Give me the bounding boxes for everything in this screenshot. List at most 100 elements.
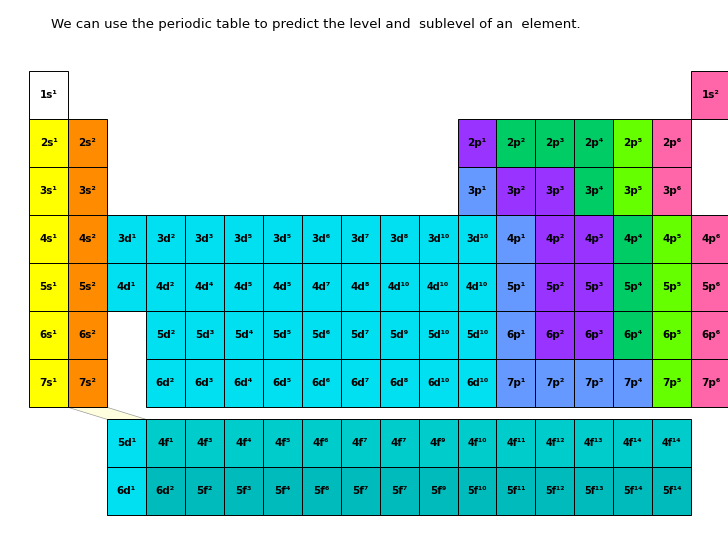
Text: 4f⁹: 4f⁹	[430, 438, 446, 448]
Text: 4f⁷: 4f⁷	[352, 438, 368, 448]
Text: 4p¹: 4p¹	[506, 234, 526, 244]
Text: 5p⁴: 5p⁴	[623, 282, 642, 292]
Bar	[301, 419, 341, 467]
Bar	[224, 359, 263, 407]
Text: 4s¹: 4s¹	[39, 234, 58, 244]
Bar	[185, 311, 224, 359]
Text: 3s¹: 3s¹	[39, 186, 58, 196]
Bar	[301, 215, 341, 263]
Text: 5f⁷: 5f⁷	[352, 486, 368, 496]
Text: 6d⁷: 6d⁷	[351, 378, 370, 388]
Text: 4f¹³: 4f¹³	[584, 438, 604, 448]
Bar	[224, 419, 263, 467]
Bar	[574, 419, 614, 467]
Bar	[68, 359, 107, 407]
Text: 3d⁸: 3d⁸	[389, 234, 409, 244]
Bar	[185, 359, 224, 407]
Bar	[419, 311, 458, 359]
Text: 2p²: 2p²	[507, 138, 526, 148]
Bar	[458, 167, 496, 215]
Bar	[224, 263, 263, 311]
Bar	[380, 311, 419, 359]
Text: 3p⁴: 3p⁴	[585, 186, 604, 196]
Text: 1s¹: 1s¹	[39, 90, 58, 100]
Text: 3d¹⁰: 3d¹⁰	[427, 234, 449, 244]
Text: 5d⁶: 5d⁶	[312, 330, 331, 340]
Bar	[419, 419, 458, 467]
Bar	[614, 215, 652, 263]
Bar	[692, 311, 728, 359]
Text: 7p²: 7p²	[545, 378, 565, 388]
Bar	[458, 359, 496, 407]
Bar	[419, 467, 458, 515]
Bar	[185, 467, 224, 515]
Text: 6p¹: 6p¹	[507, 330, 526, 340]
Text: 5f⁷: 5f⁷	[391, 486, 407, 496]
Bar	[652, 419, 692, 467]
Bar	[380, 419, 419, 467]
Text: 5d³: 5d³	[194, 330, 214, 340]
Text: 6s²: 6s²	[79, 330, 97, 340]
Bar	[29, 71, 68, 119]
Bar	[536, 263, 574, 311]
Bar	[185, 263, 224, 311]
Text: 3d¹⁰: 3d¹⁰	[466, 234, 488, 244]
Bar	[146, 263, 185, 311]
Text: 4d²: 4d²	[156, 282, 175, 292]
Bar	[496, 419, 536, 467]
Bar	[263, 263, 301, 311]
Text: 2p⁵: 2p⁵	[623, 138, 642, 148]
Bar	[301, 311, 341, 359]
Bar	[263, 467, 301, 515]
Bar	[614, 359, 652, 407]
Text: 4f⁵: 4f⁵	[274, 438, 290, 448]
Bar	[692, 215, 728, 263]
Text: 6d¹⁰: 6d¹⁰	[466, 378, 488, 388]
Text: 4d⁵: 4d⁵	[234, 282, 253, 292]
Bar	[496, 167, 536, 215]
Text: 7p⁶: 7p⁶	[701, 378, 721, 388]
Bar	[263, 419, 301, 467]
Bar	[263, 311, 301, 359]
Text: 5s²: 5s²	[79, 282, 97, 292]
Text: 7s¹: 7s¹	[39, 378, 58, 388]
Text: 4p³: 4p³	[584, 234, 604, 244]
Text: 6d¹: 6d¹	[117, 486, 136, 496]
Text: 5p⁵: 5p⁵	[662, 282, 681, 292]
Bar	[419, 263, 458, 311]
Text: 5d¹⁰: 5d¹⁰	[466, 330, 488, 340]
Bar	[380, 359, 419, 407]
Bar	[68, 263, 107, 311]
Bar	[341, 215, 380, 263]
Text: 2s²: 2s²	[79, 138, 97, 148]
Text: 5f¹⁴: 5f¹⁴	[623, 486, 643, 496]
Text: 5p⁶: 5p⁶	[701, 282, 720, 292]
Bar	[692, 263, 728, 311]
Bar	[380, 263, 419, 311]
Bar	[185, 419, 224, 467]
Text: 6p⁴: 6p⁴	[623, 330, 642, 340]
Text: 5f¹⁴: 5f¹⁴	[662, 486, 681, 496]
Bar	[380, 215, 419, 263]
Bar	[536, 167, 574, 215]
Bar	[107, 215, 146, 263]
Bar	[341, 359, 380, 407]
Bar	[301, 263, 341, 311]
Bar	[614, 311, 652, 359]
Bar	[29, 311, 68, 359]
Bar	[185, 215, 224, 263]
Text: 1s²: 1s²	[702, 90, 720, 100]
Text: 4f⁷: 4f⁷	[391, 438, 408, 448]
Bar	[146, 311, 185, 359]
Bar	[29, 215, 68, 263]
Bar	[652, 167, 692, 215]
Text: 3d¹: 3d¹	[117, 234, 136, 244]
Text: 4f¹¹: 4f¹¹	[506, 438, 526, 448]
Text: 5p³: 5p³	[584, 282, 604, 292]
Bar	[146, 467, 185, 515]
Text: 4d¹⁰: 4d¹⁰	[388, 282, 411, 292]
Bar	[458, 263, 496, 311]
Text: 4f¹⁴: 4f¹⁴	[623, 438, 643, 448]
Text: 4p⁴: 4p⁴	[623, 234, 643, 244]
Text: 6p²: 6p²	[545, 330, 564, 340]
